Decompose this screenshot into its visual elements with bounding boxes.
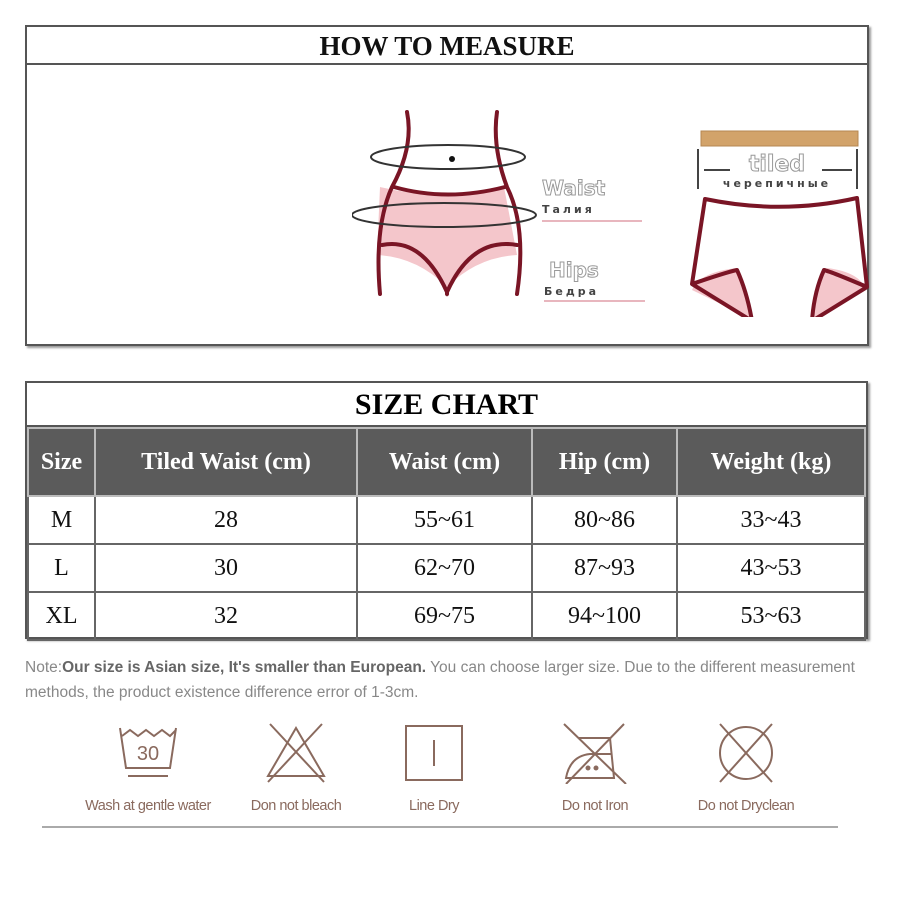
cell-tiled-waist: 32 <box>94 591 358 641</box>
line-dry-icon <box>405 725 463 781</box>
bottom-divider <box>42 826 838 828</box>
hips-label: Hips <box>549 258 599 282</box>
size-chart: SIZE CHART Size Tiled Waist (cm) Waist (… <box>25 381 868 641</box>
header-tiled-waist: Tiled Waist (cm) <box>94 427 358 497</box>
header-hip: Hip (cm) <box>531 427 678 497</box>
hips-label-ru: Бедра <box>544 285 599 298</box>
care-no-iron: Do not Iron <box>515 720 675 814</box>
cell-size: M <box>27 495 96 545</box>
cell-size: XL <box>27 591 96 641</box>
note-prefix: Note: <box>25 659 63 676</box>
no-iron-icon <box>563 723 627 784</box>
cell-tiled-waist: 28 <box>94 495 358 545</box>
waist-label-ru: Талия <box>542 203 595 216</box>
care-no-dryclean: Do not Dryclean <box>666 720 826 814</box>
svg-text:30: 30 <box>137 743 159 765</box>
size-note: Note:Our size is Asian size, It's smalle… <box>25 655 875 705</box>
wash-30-icon: 30 <box>119 727 177 777</box>
waist-label: Waist <box>542 176 606 200</box>
cell-waist: 69~75 <box>356 591 533 641</box>
cell-tiled-waist: 30 <box>94 543 358 593</box>
care-label: Line Dry <box>409 798 460 814</box>
care-label: Do not Iron <box>561 798 629 814</box>
care-label: Don not bleach <box>250 798 342 814</box>
table-header-row: Size Tiled Waist (cm) Waist (cm) Hip (cm… <box>27 427 866 497</box>
how-to-measure-panel: HOW TO MEASURE Waist Талия Hips Бедра ti… <box>25 25 869 346</box>
note-rest: You can choose larger size. Due to the d… <box>25 659 855 701</box>
cell-waist: 55~61 <box>356 495 533 545</box>
cell-hip: 94~100 <box>531 591 678 641</box>
header-weight: Weight (kg) <box>676 427 866 497</box>
measurement-illustration: Waist Талия Hips Бедра tiled черепичные <box>352 110 869 317</box>
cell-hip: 87~93 <box>531 543 678 593</box>
waist-ring <box>370 144 526 170</box>
size-table: Size Tiled Waist (cm) Waist (cm) Hip (cm… <box>27 427 866 641</box>
care-wash: 30 Wash at gentle water <box>68 720 228 814</box>
tiled-label-ru: черепичные <box>723 177 831 190</box>
no-bleach-icon <box>266 723 326 783</box>
cell-weight: 53~63 <box>676 591 866 641</box>
measure-title: HOW TO MEASURE <box>27 27 867 65</box>
note-bold: Our size is Asian size, It's smaller tha… <box>62 659 427 676</box>
care-no-bleach: Don not bleach <box>216 720 376 814</box>
table-row: XL 32 69~75 94~100 53~63 <box>27 591 866 641</box>
header-size: Size <box>27 427 96 497</box>
table-row: L 30 62~70 87~93 43~53 <box>27 543 866 593</box>
table-row: M 28 55~61 80~86 33~43 <box>27 495 866 545</box>
header-waist: Waist (cm) <box>356 427 533 497</box>
cell-waist: 62~70 <box>356 543 533 593</box>
cell-hip: 80~86 <box>531 495 678 545</box>
care-line-dry: Line Dry <box>354 720 514 814</box>
ruler-icon <box>700 130 859 147</box>
tiled-label: tiled <box>749 152 805 177</box>
hip-ring <box>352 202 537 228</box>
care-label: Do not Dryclean <box>697 798 795 814</box>
cell-size: L <box>27 543 96 593</box>
cell-weight: 43~53 <box>676 543 866 593</box>
care-label: Wash at gentle water <box>85 798 211 814</box>
size-chart-title: SIZE CHART <box>27 383 866 427</box>
cell-weight: 33~43 <box>676 495 866 545</box>
no-dryclean-icon <box>719 723 773 783</box>
